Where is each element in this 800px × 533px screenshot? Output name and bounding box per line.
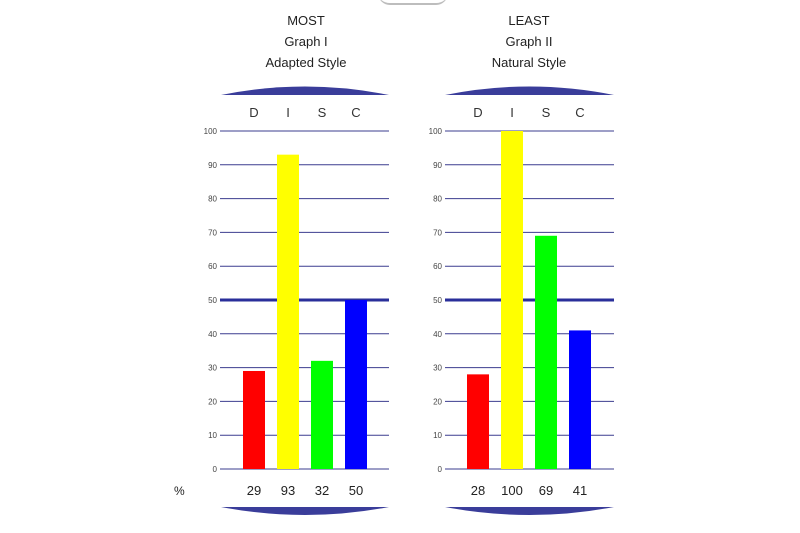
y-tick-label: 0 [213, 465, 218, 474]
y-tick-label: 60 [208, 262, 217, 271]
value-label: 100 [501, 483, 523, 498]
y-tick-label: 90 [433, 161, 442, 170]
value-label: 41 [573, 483, 587, 498]
graph1-title: MOST Graph I Adapted Style [211, 10, 401, 73]
y-tick-label: 30 [433, 364, 442, 373]
y-tick-label: 0 [438, 465, 443, 474]
y-tick-label: 90 [208, 161, 217, 170]
y-tick-label: 50 [433, 296, 442, 305]
y-tick-label: 40 [208, 330, 217, 339]
graph-1: 0 10 20 30 40 50 60 70 80 90 100 D I S C 29 93 32 50 [204, 86, 389, 515]
y-tick-label: 100 [429, 127, 443, 136]
y-tick-label: 20 [208, 397, 217, 406]
y-tick-label: 70 [208, 228, 217, 237]
graph2-title-line-2: Graph II [505, 34, 553, 49]
category-label: S [318, 105, 327, 120]
y-tick-label: 30 [208, 364, 217, 373]
graph2-title: LEAST Graph II Natural Style [434, 10, 624, 73]
y-tick-label: 50 [208, 296, 217, 305]
top-decoration [378, 0, 448, 5]
y-tick-label: 80 [208, 195, 217, 204]
graph2-title-line-3: Natural Style [491, 55, 567, 70]
y-tick-label: 10 [433, 431, 442, 440]
value-label: 29 [247, 483, 261, 498]
y-tick-label: 80 [433, 195, 442, 204]
y-tick-label: 70 [433, 228, 442, 237]
bar-c [345, 300, 367, 469]
graph2-title-line-1: LEAST [508, 13, 550, 28]
y-tick-label: 20 [433, 397, 442, 406]
graph1-title-line-2: Graph I [284, 34, 328, 49]
value-label: 50 [349, 483, 363, 498]
bar-d [243, 370, 265, 469]
category-label: I [286, 105, 290, 120]
bottom-cap [221, 507, 389, 515]
percent-label: % [174, 484, 185, 498]
y-tick-label: 60 [433, 262, 442, 271]
bottom-cap [445, 507, 614, 515]
category-label: D [249, 105, 258, 120]
bar-s [535, 235, 557, 469]
value-label: 28 [471, 483, 485, 498]
top-cap [221, 86, 389, 95]
top-cap [445, 86, 614, 95]
graph1-title-line-3: Adapted Style [265, 55, 347, 70]
bar-c [569, 330, 591, 469]
value-label: 32 [315, 483, 329, 498]
bar-s [311, 360, 333, 469]
y-tick-label: 10 [208, 431, 217, 440]
category-label: C [351, 105, 360, 120]
graph1-title-line-1: MOST [287, 13, 325, 28]
category-label: S [542, 105, 551, 120]
category-label: I [510, 105, 514, 120]
category-label: C [575, 105, 584, 120]
category-label: D [473, 105, 482, 120]
value-label: 69 [539, 483, 553, 498]
bar-d [467, 374, 489, 469]
bar-i [501, 131, 523, 469]
y-tick-label: 100 [204, 127, 218, 136]
y-tick-label: 40 [433, 330, 442, 339]
graph-2: 0 10 20 30 40 50 60 70 80 90 100 D I S C 28 100 69 41 [429, 86, 614, 515]
value-label: 93 [281, 483, 295, 498]
bar-i [277, 154, 299, 469]
